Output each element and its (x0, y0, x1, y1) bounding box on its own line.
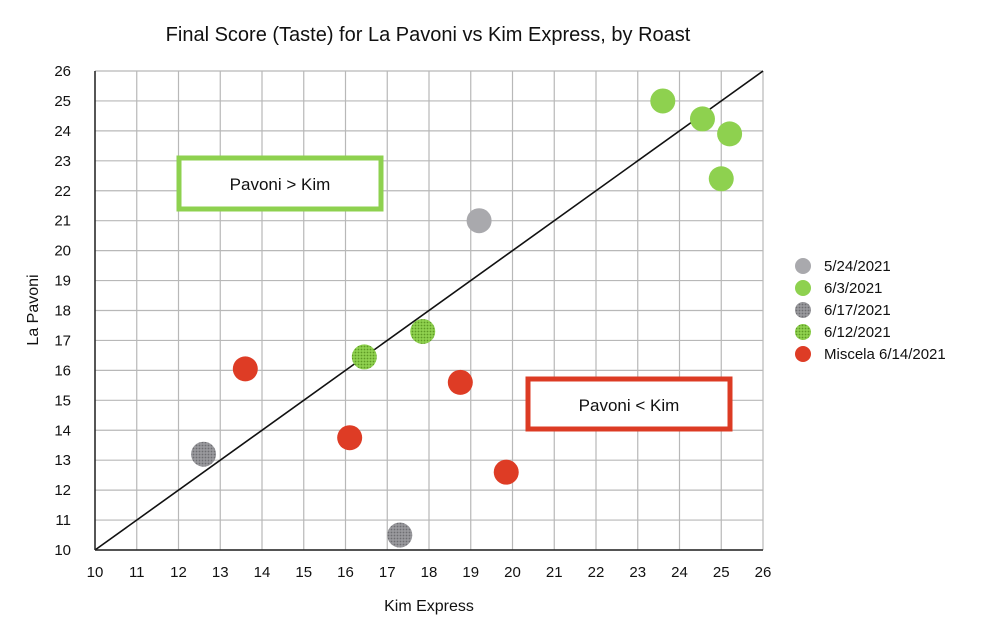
y-tick-label-3: 13 (54, 452, 71, 469)
x-tick-label-1: 11 (129, 564, 145, 581)
x-tick-label-2: 12 (170, 564, 187, 581)
annotation-pavoni-greater-text: Pavoni > Kim (230, 175, 331, 194)
legend: 5/24/2021 6/3/2021 6/17/2021 6/12/2021 Misce… (795, 258, 946, 363)
point-series-1-1 (689, 106, 715, 132)
y-tick-label-1: 11 (55, 512, 71, 529)
annotation-pavoni-greater: Pavoni > Kim (176, 155, 384, 212)
x-tick-label-6: 16 (337, 564, 354, 581)
y-tick-label-14: 24 (54, 123, 71, 140)
x-tick-label-0: 10 (87, 564, 104, 581)
point-series-1-2 (717, 121, 743, 147)
legend-label-3: 6/12/2021 (824, 324, 891, 341)
point-series-2-0 (191, 441, 217, 467)
y-tick-label-12: 22 (54, 183, 71, 200)
data-points (191, 88, 743, 548)
point-series-0-0 (466, 208, 492, 234)
x-tick-label-13: 23 (629, 564, 646, 581)
x-axis-label: Kim Express (384, 598, 474, 615)
legend-marker-3 (795, 324, 811, 340)
legend-label-2: 6/17/2021 (824, 302, 891, 319)
reference-line-group (94, 70, 764, 551)
y-tick-label-8: 18 (54, 303, 71, 320)
legend-label-4: Miscela 6/14/2021 (824, 346, 946, 363)
point-series-3-1 (410, 318, 436, 344)
legend-marker-4 (795, 346, 811, 362)
y-tick-label-5: 15 (54, 392, 71, 409)
y-tick-label-0: 10 (54, 542, 71, 559)
y-tick-label-13: 23 (54, 153, 71, 170)
point-series-4-3 (493, 459, 519, 485)
point-series-3-0 (351, 344, 377, 370)
y-tick-label-7: 17 (54, 332, 71, 349)
x-tick-label-7: 17 (379, 564, 396, 581)
annotation-pavoni-less-box (525, 376, 733, 432)
legend-marker-2 (795, 302, 811, 318)
x-tick-label-4: 14 (254, 564, 271, 581)
point-series-4-2 (447, 369, 473, 395)
y-tick-label-6: 16 (54, 362, 71, 379)
annotation-pavoni-less: Pavoni < Kim (525, 376, 733, 432)
y-tick-label-11: 21 (54, 213, 71, 230)
point-series-4-0 (232, 356, 258, 382)
y-tick-labels: 10 11 12 13 14 15 16 17 18 19 20 21 22 23 24 25 26 (54, 63, 71, 559)
point-series-1-0 (650, 88, 676, 114)
plot-frame (94, 71, 763, 551)
x-tick-labels: 10 11 12 13 14 15 16 17 18 19 20 21 22 23 24 25 26 (87, 564, 772, 581)
annotation-pavoni-greater-box (176, 155, 384, 212)
x-tick-label-8: 18 (421, 564, 438, 581)
x-tick-label-11: 21 (546, 564, 563, 581)
x-tick-label-3: 13 (212, 564, 229, 581)
legend-marker-1 (795, 280, 811, 296)
reference-line (94, 70, 764, 551)
legend-label-1: 6/3/2021 (824, 280, 882, 297)
point-series-2-1 (387, 522, 413, 548)
y-tick-label-10: 20 (54, 243, 71, 260)
legend-marker-0 (795, 258, 811, 274)
y-axis-label: La Pavoni (25, 274, 42, 345)
x-tick-label-5: 15 (295, 564, 312, 581)
y-tick-label-9: 19 (54, 273, 71, 290)
point-series-4-1 (337, 425, 363, 451)
annotation-pavoni-less-text: Pavoni < Kim (579, 396, 680, 415)
x-tick-label-14: 24 (671, 564, 688, 581)
x-tick-label-16: 26 (755, 564, 772, 581)
y-tick-label-2: 12 (54, 482, 71, 499)
x-tick-label-12: 22 (588, 564, 605, 581)
x-tick-label-15: 25 (713, 564, 730, 581)
point-series-1-3 (708, 166, 734, 192)
x-tick-label-9: 19 (462, 564, 479, 581)
chart-title: Final Score (Taste) for La Pavoni vs Kim… (166, 24, 691, 46)
y-tick-label-16: 26 (54, 63, 71, 80)
y-tick-label-15: 25 (54, 93, 71, 110)
y-tick-label-4: 14 (54, 422, 71, 439)
x-tick-label-10: 20 (504, 564, 521, 581)
legend-label-0: 5/24/2021 (824, 258, 891, 275)
